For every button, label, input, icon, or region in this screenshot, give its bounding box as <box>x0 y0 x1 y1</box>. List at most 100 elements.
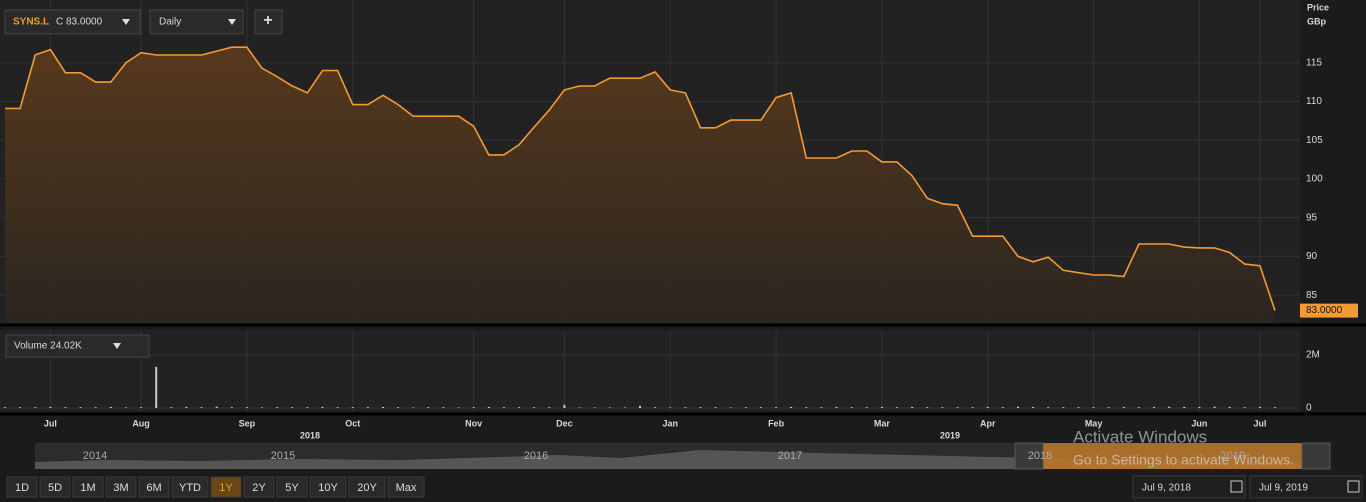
range-button[interactable] <box>210 476 242 498</box>
y-tick-label: 100 <box>1306 174 1323 185</box>
volume-bar <box>1122 406 1125 408</box>
y-tick-label: 110 <box>1306 96 1322 107</box>
volume-bar <box>170 407 173 408</box>
volume-bar <box>1168 406 1171 408</box>
volume-bar <box>64 407 67 408</box>
interval-box[interactable] <box>149 9 244 35</box>
navigator-year: 2016 <box>524 450 548 462</box>
navigator-year: 2015 <box>271 450 295 462</box>
navigator-handle[interactable] <box>1014 442 1044 470</box>
symbol-box[interactable] <box>4 9 141 35</box>
range-button[interactable] <box>171 476 209 498</box>
navigator-year: 2014 <box>83 450 107 462</box>
range-button-label: 1M <box>80 482 95 494</box>
volume-bar <box>518 407 521 408</box>
volume-bar <box>19 407 22 408</box>
volume-bar <box>1243 407 1246 408</box>
volume-bar <box>34 407 37 408</box>
volume-bar <box>608 407 611 408</box>
x-tick-label: Jul <box>44 418 57 428</box>
volume-bar <box>790 406 793 408</box>
y-tick-label: 90 <box>1306 251 1318 262</box>
volume-bar <box>487 406 490 408</box>
range-button[interactable] <box>138 476 170 498</box>
interval: Daily <box>159 17 181 28</box>
volume-bar <box>472 407 475 408</box>
volume-bar <box>336 407 339 408</box>
y-tick-label: 0 <box>1306 403 1312 414</box>
x-tick-label: Sep <box>239 418 256 428</box>
volume-bar <box>1032 406 1035 408</box>
calendar-icon[interactable] <box>1230 480 1243 493</box>
range-button[interactable] <box>105 476 137 498</box>
volume-bar <box>1153 406 1156 408</box>
range-button[interactable] <box>348 476 386 498</box>
volume-bar <box>578 407 581 408</box>
volume-bar <box>457 407 460 408</box>
x-tick-label: Dec <box>556 418 573 428</box>
range-button[interactable] <box>243 476 275 498</box>
navigator-handle[interactable] <box>1301 442 1331 470</box>
range-button-label: Max <box>396 482 417 494</box>
x-tick-label: Oct <box>345 418 360 428</box>
last-price-label: 83.0000 <box>1306 305 1343 316</box>
volume-bar <box>109 406 112 408</box>
x-tick-label: May <box>1085 418 1103 428</box>
volume-bar <box>366 407 369 408</box>
range-button[interactable] <box>309 476 347 498</box>
volume-bar <box>1137 407 1140 408</box>
volume-bar <box>986 406 989 408</box>
volume-bar <box>49 406 52 408</box>
start-date-box[interactable] <box>1132 475 1246 499</box>
symbol: SYNS.L <box>13 17 49 28</box>
volume-box[interactable] <box>5 334 150 358</box>
range-button[interactable] <box>6 476 38 498</box>
range-button-label: YTD <box>179 482 201 494</box>
y-tick-label: 115 <box>1306 57 1322 68</box>
volume-bar <box>79 407 82 408</box>
add-button[interactable] <box>254 9 283 35</box>
range-button-label: 5Y <box>285 482 299 494</box>
range-button[interactable] <box>387 476 425 498</box>
plot: 83.0000 <box>4 46 1358 408</box>
volume-bar <box>563 404 566 408</box>
range-button[interactable] <box>72 476 104 498</box>
volume-bar <box>865 407 868 408</box>
range-buttons: 1D 5D 1M 3M 6M YTD 1Y 2Y 5Y 10Y 20Y Max <box>6 476 425 498</box>
volume-bar <box>699 407 702 408</box>
volume-bar <box>805 407 808 408</box>
volume-bar <box>321 406 324 408</box>
volume-bar <box>351 407 354 408</box>
x-tick-label: Jan <box>662 418 678 428</box>
x-tick-label: Jul <box>1253 418 1266 428</box>
volume-bar <box>1077 407 1080 408</box>
last-price-tag <box>1300 303 1358 318</box>
volume-bar <box>1228 406 1231 408</box>
volume-bar <box>911 406 914 408</box>
volume-bar <box>729 407 732 408</box>
range-button-label: 20Y <box>357 482 377 494</box>
x-tick-label: Apr <box>980 418 996 428</box>
navigator-year: 2018 <box>1028 450 1052 462</box>
end-date-box[interactable] <box>1249 475 1363 499</box>
range-button-label: 5D <box>48 482 62 494</box>
watermark-title: Activate Windows <box>1073 427 1207 446</box>
range-button[interactable] <box>276 476 308 498</box>
y-tick-label: 105 <box>1306 135 1323 146</box>
end-date: Jul 9, 2019 <box>1259 483 1308 494</box>
volume-bar <box>1047 407 1050 408</box>
volume-bar <box>941 407 944 408</box>
navigator-selection[interactable] <box>1043 443 1310 469</box>
volume-bar <box>744 407 747 408</box>
volume-bar <box>1092 407 1095 408</box>
calendar-icon[interactable] <box>1347 480 1360 493</box>
dropdown-arrow <box>122 19 130 25</box>
range-button[interactable] <box>39 476 71 498</box>
y-tick-label: 2M <box>1306 350 1320 361</box>
x-tick-label: Jun <box>1191 418 1207 428</box>
navigator-year: 2019 <box>1221 450 1245 462</box>
volume-bar <box>654 407 657 408</box>
volume-bar <box>1258 406 1261 408</box>
